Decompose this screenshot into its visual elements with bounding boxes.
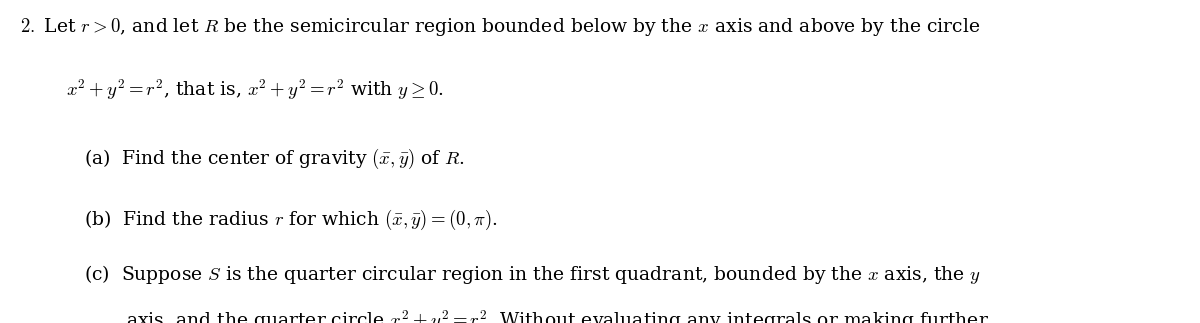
Text: (b)  Find the radius $r$ for which $(\bar{x}, \bar{y}) = (0, \pi)$.: (b) Find the radius $r$ for which $(\bar… (84, 208, 498, 233)
Text: $2.$ Let $r > 0$, and let $R$ be the semicircular region bounded below by the $x: $2.$ Let $r > 0$, and let $R$ be the sem… (20, 16, 980, 38)
Text: axis, and the quarter circle $x^2 + y^2 = r^2$. Without evaluating any integrals: axis, and the quarter circle $x^2 + y^2 … (126, 308, 989, 323)
Text: (a)  Find the center of gravity $(\bar{x}, \bar{y})$ of $R$.: (a) Find the center of gravity $(\bar{x}… (84, 147, 466, 171)
Text: (c)  Suppose $S$ is the quarter circular region in the first quadrant, bounded b: (c) Suppose $S$ is the quarter circular … (84, 263, 982, 286)
Text: $x^2 + y^2 = r^2$, that is, $x^2 + y^2 = r^2$ with $y \geq 0$.: $x^2 + y^2 = r^2$, that is, $x^2 + y^2 =… (66, 78, 444, 102)
